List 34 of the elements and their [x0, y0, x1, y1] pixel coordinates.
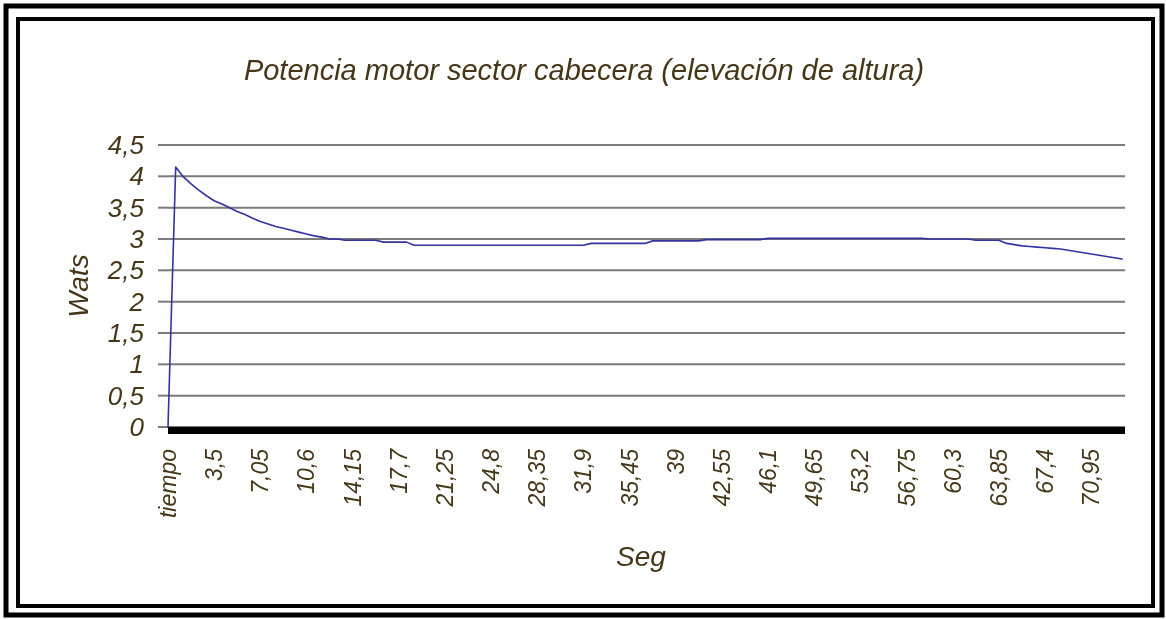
- y-tick-label: 0: [129, 412, 145, 442]
- y-tick-label: 1: [129, 349, 144, 380]
- x-tick-label: 35,45: [616, 448, 643, 507]
- x-tick-label: 53,2: [847, 448, 874, 494]
- y-axis-title: Wats: [62, 254, 94, 318]
- x-tick-label: 67,4: [1032, 449, 1059, 494]
- x-tick-label: 39: [662, 448, 689, 475]
- y-tick-label: 4: [129, 161, 144, 192]
- x-tick-label: 17,7: [385, 447, 412, 494]
- x-tick-label: 14,15: [339, 448, 366, 507]
- y-tick-label: 1,5: [107, 318, 145, 348]
- y-tick-label: 4,5: [107, 130, 145, 160]
- x-tick-label: 42,55: [708, 448, 735, 507]
- x-tick-label: 21,25: [431, 448, 458, 508]
- x-tick-label: 10,6: [293, 448, 320, 494]
- y-tick-label: 2,5: [106, 255, 145, 286]
- y-tick-label: 0,5: [107, 380, 145, 411]
- x-tick-label: 60,3: [939, 448, 966, 494]
- x-tick-label: 7,05: [247, 448, 274, 494]
- x-tick-label: 24,8: [478, 448, 505, 495]
- x-tick-label: 70,95: [1078, 448, 1105, 507]
- x-tick-label: 63,85: [985, 448, 1012, 507]
- x-tick-label: 31,9: [570, 448, 597, 494]
- y-tick-label: 3: [129, 224, 145, 254]
- y-tick-label: 3,5: [107, 192, 145, 223]
- x-axis-title: Seg: [616, 540, 667, 572]
- x-tick-label: 28,35: [524, 448, 551, 508]
- x-tick-label: 46,1: [755, 449, 782, 494]
- x-tick-label: 56,75: [893, 448, 920, 507]
- y-tick-label: 2: [128, 286, 145, 317]
- chart-title: Potencia motor sector cabecera (elevación de altura): [243, 54, 925, 86]
- x-tick-label: tiempo: [155, 448, 181, 519]
- x-tick-label: 3,5: [201, 448, 228, 481]
- x-tick-label: 49,65: [801, 448, 828, 507]
